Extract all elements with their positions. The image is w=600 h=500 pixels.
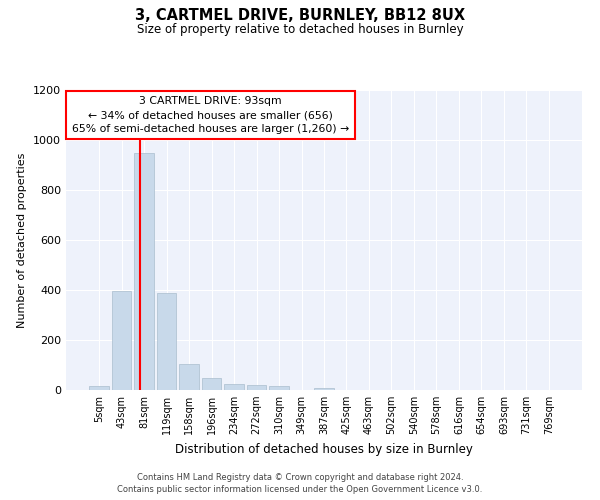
Bar bbox=[112, 291, 131, 390]
Text: Contains HM Land Registry data © Crown copyright and database right 2024.: Contains HM Land Registry data © Crown c… bbox=[137, 472, 463, 482]
Bar bbox=[179, 364, 199, 390]
Text: 3 CARTMEL DRIVE: 93sqm
← 34% of detached houses are smaller (656)
65% of semi-de: 3 CARTMEL DRIVE: 93sqm ← 34% of detached… bbox=[72, 96, 349, 134]
Bar bbox=[224, 384, 244, 390]
Text: Distribution of detached houses by size in Burnley: Distribution of detached houses by size … bbox=[175, 442, 473, 456]
Bar bbox=[134, 152, 154, 390]
Bar bbox=[89, 386, 109, 390]
Bar bbox=[314, 388, 334, 390]
Y-axis label: Number of detached properties: Number of detached properties bbox=[17, 152, 28, 328]
Text: Contains public sector information licensed under the Open Government Licence v3: Contains public sector information licen… bbox=[118, 485, 482, 494]
Text: Size of property relative to detached houses in Burnley: Size of property relative to detached ho… bbox=[137, 22, 463, 36]
Text: 3, CARTMEL DRIVE, BURNLEY, BB12 8UX: 3, CARTMEL DRIVE, BURNLEY, BB12 8UX bbox=[135, 8, 465, 22]
Bar bbox=[269, 386, 289, 390]
Bar bbox=[157, 292, 176, 390]
Bar bbox=[247, 385, 266, 390]
Bar bbox=[202, 378, 221, 390]
